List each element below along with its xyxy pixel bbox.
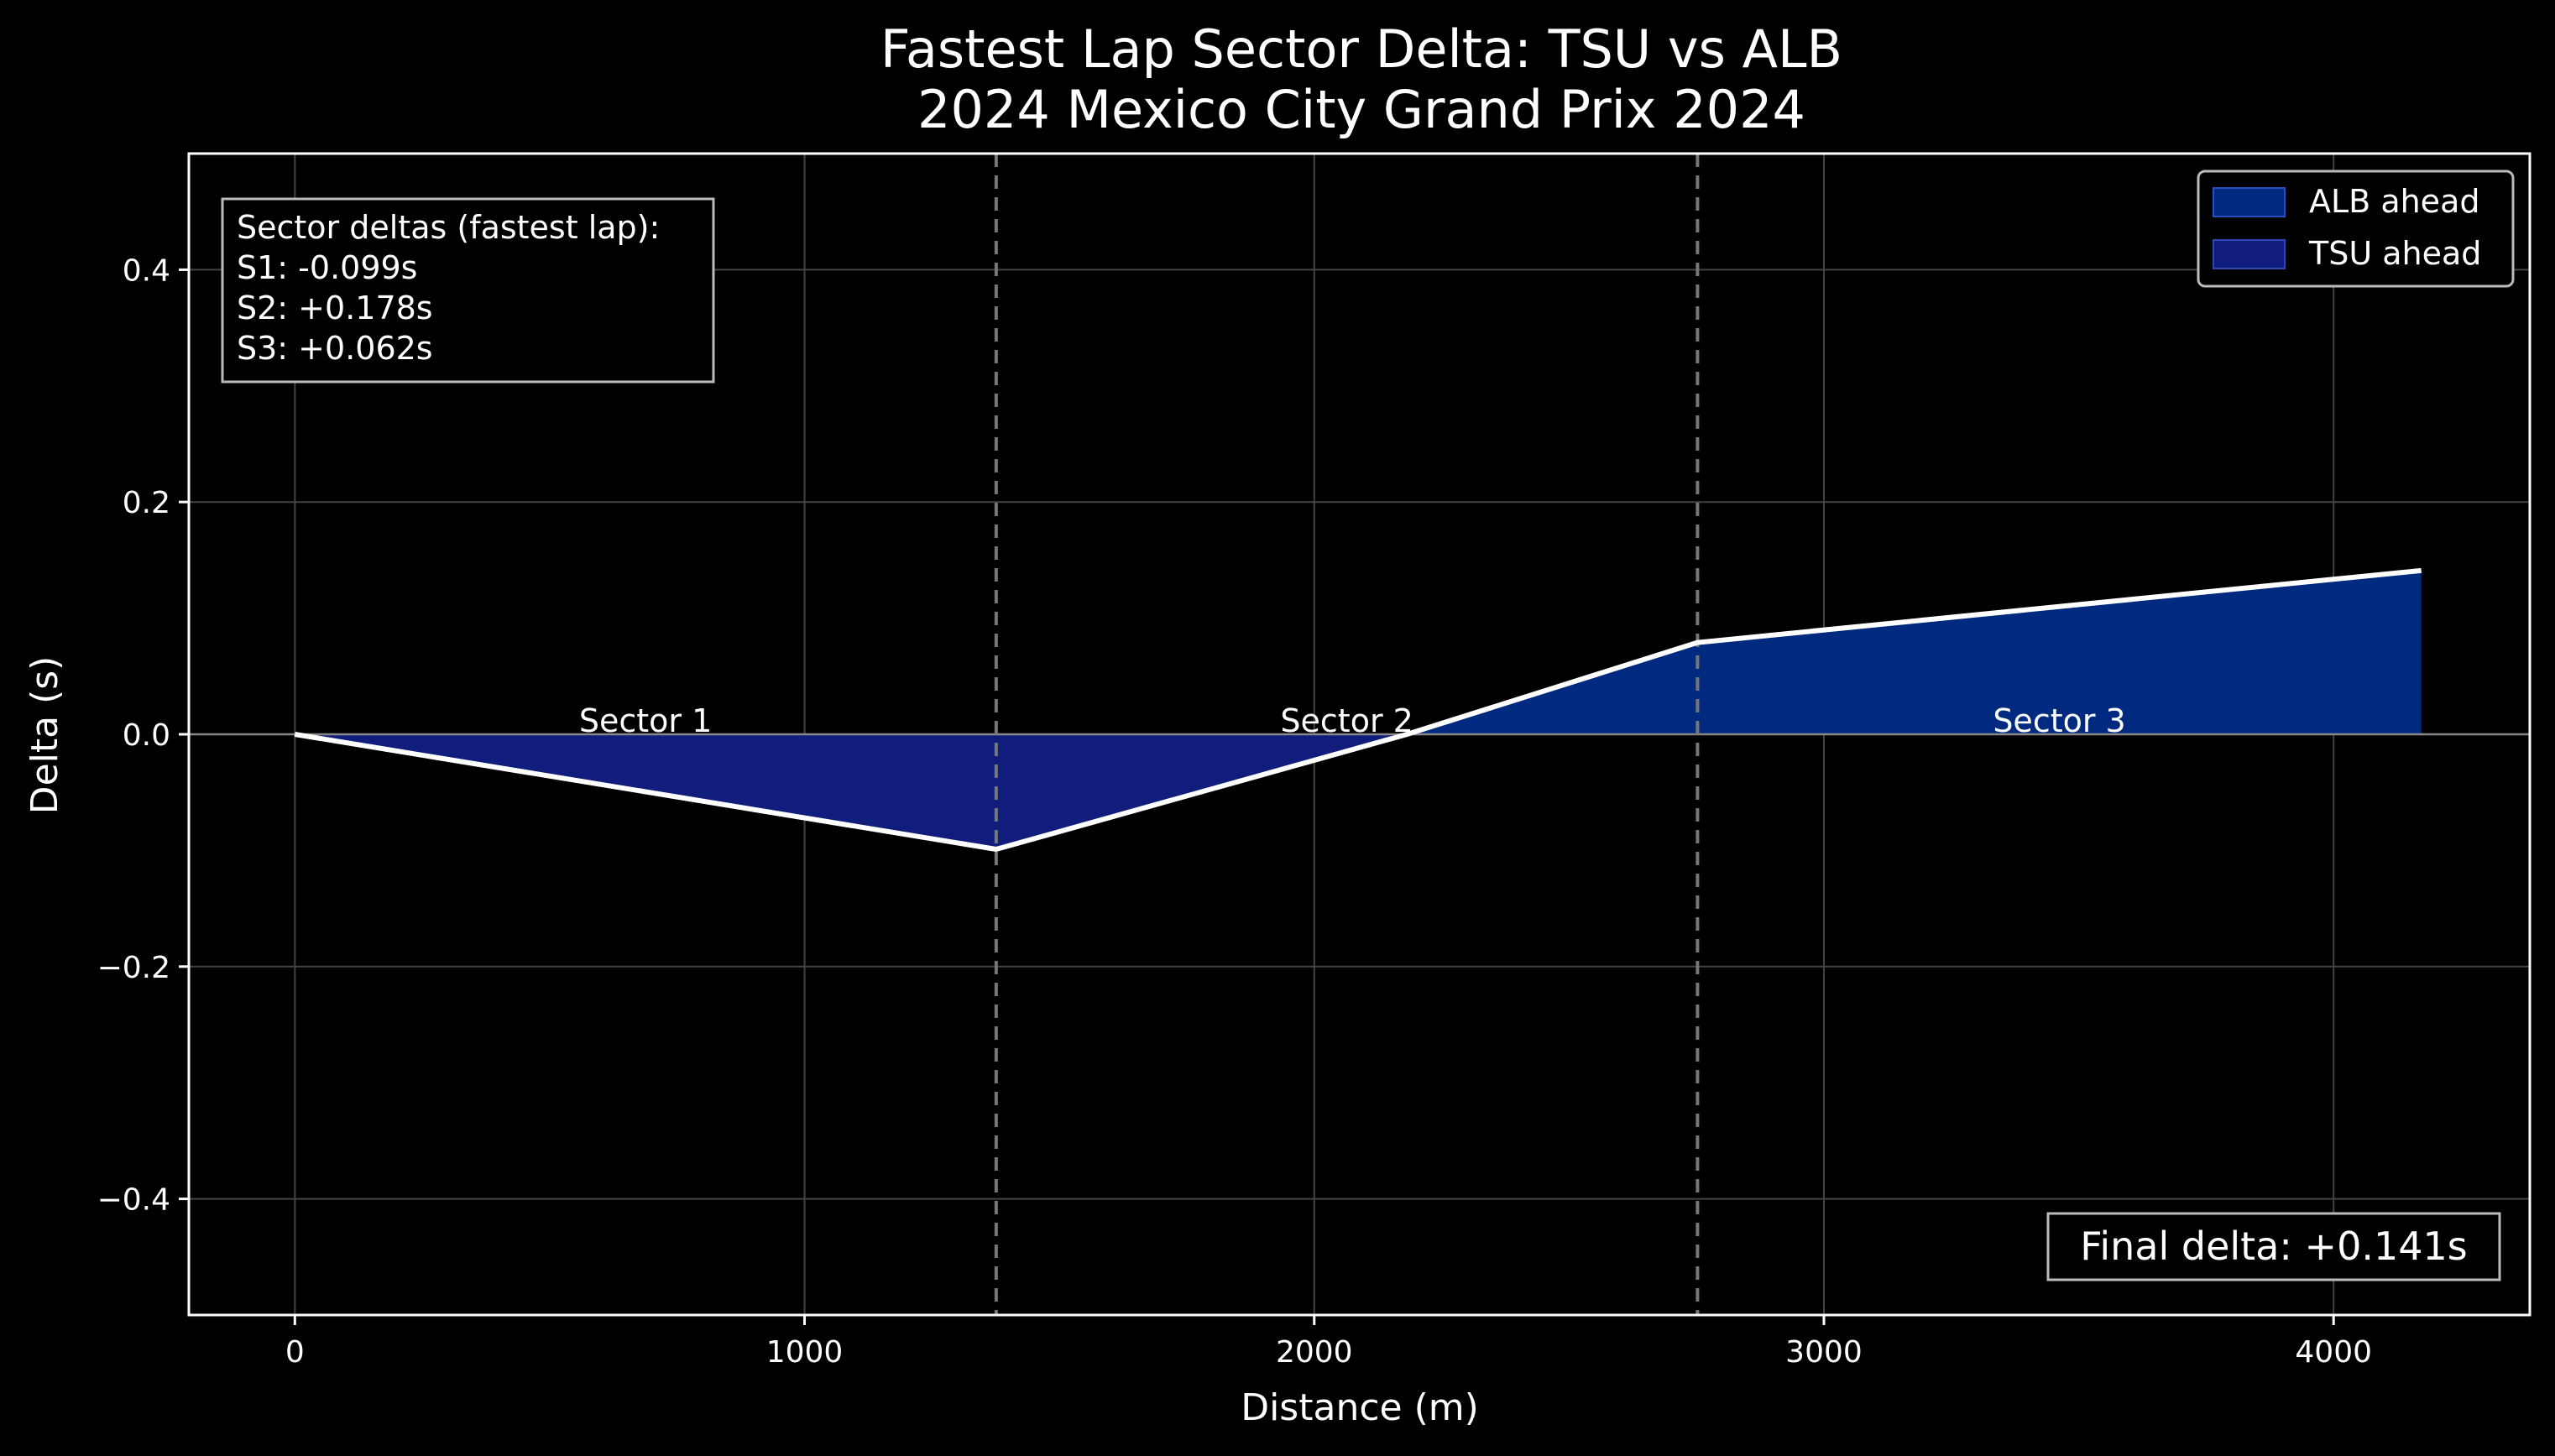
- final-delta-text: Final delta: +0.141s: [2080, 1224, 2467, 1269]
- y-ticks: 0.4 0.2 0.0 −0.2 −0.4: [97, 253, 189, 1218]
- y-axis-label: Delta (s): [24, 656, 66, 815]
- chart-subtitle: 2024 Mexico City Grand Prix 2024: [917, 79, 1805, 140]
- y-tick-label-1: 0.2: [123, 486, 170, 520]
- sector-label-3: Sector 3: [1993, 702, 2125, 739]
- legend-swatch-alb: [2213, 187, 2286, 217]
- y-tick-label-4: −0.4: [97, 1183, 170, 1218]
- legend: ALB ahead TSU ahead: [2197, 170, 2515, 288]
- info-box-frame: [221, 197, 715, 384]
- info-box: Sector deltas (fastest lap): S1: -0.099s…: [221, 197, 715, 384]
- x-ticks: 0 1000 2000 3000 4000: [285, 1315, 2372, 1370]
- x-tick-label-0: 0: [285, 1335, 305, 1370]
- chart-title: Fastest Lap Sector Delta: TSU vs ALB: [880, 18, 1842, 80]
- legend-label-tsu: TSU ahead: [2308, 235, 2481, 272]
- legend-swatch-tsu: [2213, 239, 2286, 269]
- info-box-line-3: S2: +0.178s: [237, 290, 433, 326]
- y-tick-label-0: 0.4: [123, 253, 170, 288]
- delta-line: [294, 567, 2422, 853]
- delta-line-group: [294, 567, 2422, 853]
- x-axis-label: Distance (m): [1241, 1386, 1479, 1429]
- x-tick-label-2: 2000: [1276, 1335, 1353, 1370]
- sector-label-1: Sector 1: [579, 702, 712, 739]
- y-tick-label-3: −0.2: [97, 951, 170, 985]
- x-tick-label-1: 1000: [766, 1335, 844, 1370]
- sector-boundaries: [994, 154, 1700, 1315]
- sector-labels: Sector 1 Sector 2 Sector 3: [579, 702, 2126, 739]
- sector-label-2: Sector 2: [1280, 702, 1413, 739]
- legend-label-alb: ALB ahead: [2309, 183, 2479, 220]
- info-box-line-4: S3: +0.062s: [237, 330, 433, 367]
- info-box-line-2: S1: -0.099s: [237, 249, 417, 286]
- y-tick-label-2: 0.0: [123, 718, 170, 753]
- info-box-line-1: Sector deltas (fastest lap):: [237, 209, 660, 246]
- final-delta-frame: [2046, 1212, 2501, 1281]
- final-delta-box: Final delta: +0.141s: [2046, 1212, 2501, 1281]
- x-tick-label-3: 3000: [1785, 1335, 1863, 1370]
- fill-alb-ahead: [295, 570, 2422, 734]
- x-tick-label-4: 4000: [2295, 1335, 2372, 1370]
